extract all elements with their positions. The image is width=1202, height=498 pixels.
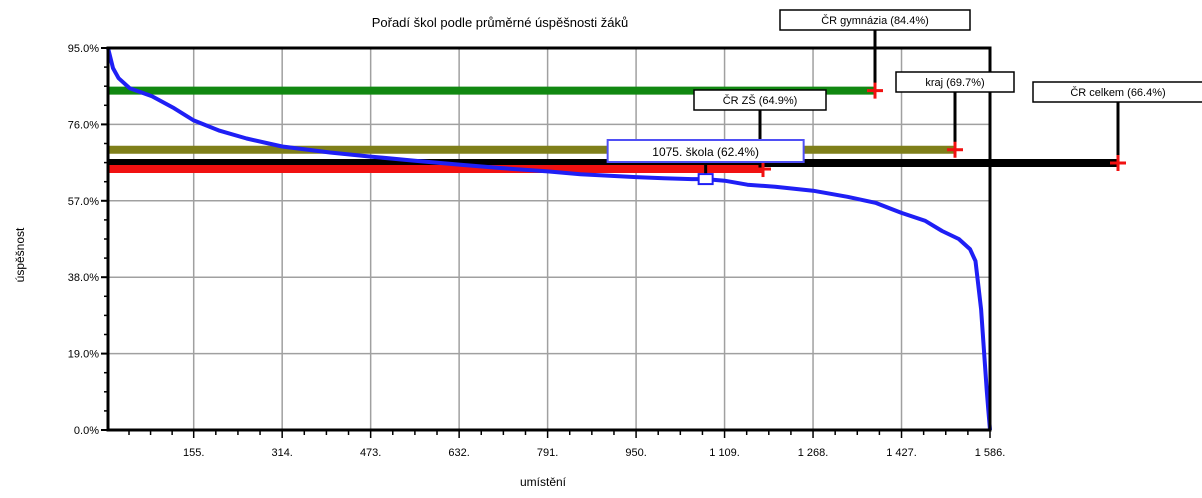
grid-lines: [108, 48, 991, 430]
series-layer: [106, 47, 992, 431]
x-tick-label: 1 109.: [709, 447, 740, 459]
x-tick-label: 473.: [360, 447, 381, 459]
x-tick-label: 791.: [537, 447, 558, 459]
reference-label: ČR ZŠ (64.9%): [723, 94, 798, 107]
highlight-label: 1075. škola (62.4%): [652, 145, 759, 159]
x-tick-label: 632.: [448, 447, 469, 459]
series-line: [106, 47, 992, 431]
x-tick-label: 314.: [271, 447, 292, 459]
annotation-labels: ČR gymnázia (84.4%) ČR ZŠ (64.9%) kraj (69…: [606, 9, 1202, 186]
reference-label: ČR celkem (66.4%): [1070, 86, 1165, 99]
reference-label: ČR gymnázia (84.4%): [821, 14, 929, 27]
highlight-marker: [697, 173, 714, 186]
x-tick-label: 1 427.: [886, 447, 917, 459]
callout-box: [693, 89, 827, 111]
callout-box: [1032, 81, 1202, 103]
x-tick-label: 1 268.: [798, 447, 829, 459]
y-tick-label: 95.0%: [68, 43, 99, 55]
reference-label: kraj (69.7%): [925, 77, 984, 89]
y-axis-label: úspěšnost: [13, 227, 27, 282]
x-axis-label: umístění: [520, 475, 567, 489]
axes: 155. 314. 473. 632. 791. 950. 1 109. 1 268. 1 42…: [68, 43, 1006, 459]
highlight-box: [606, 139, 805, 163]
callout-box: [779, 9, 971, 31]
callout-box: [895, 71, 1015, 93]
x-tick-label: 950.: [625, 447, 646, 459]
chart-title: Pořadí škol podle průměrné úspěšnosti žá…: [372, 15, 629, 30]
y-tick-label: 0.0%: [74, 425, 99, 437]
plot-frame: [106, 46, 992, 432]
y-tick-label: 38.0%: [68, 272, 99, 284]
y-tick-label: 19.0%: [68, 349, 99, 361]
x-tick-label: 155.: [183, 447, 204, 459]
reference-lines: [108, 86, 1118, 174]
y-tick-label: 57.0%: [68, 196, 99, 208]
x-tick-label: 1 586.: [975, 447, 1006, 459]
y-tick-label: 76.0%: [68, 119, 99, 131]
